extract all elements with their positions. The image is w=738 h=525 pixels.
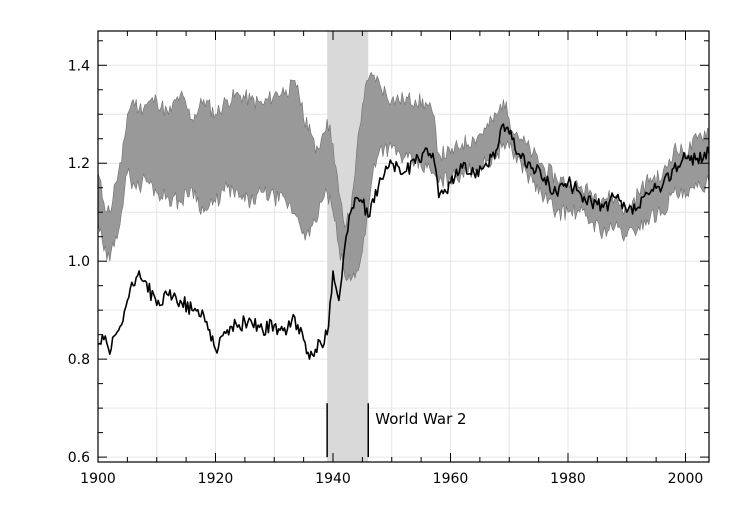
x-tick-label: 2000 — [668, 471, 704, 487]
plot-frame — [97, 30, 710, 463]
y-tick-label: 0.6 — [68, 450, 90, 466]
x-tick-label: 1980 — [550, 471, 586, 487]
y-tick-label: 1.2 — [68, 156, 90, 172]
annotation-layer: World War 2 — [326, 403, 467, 458]
axes: 1900 1920 1940 1960 1980 2000 0.6 0.8 1.0 1.2 1.4 — [68, 31, 709, 487]
x-tick-label: 1940 — [315, 471, 351, 487]
y-tick-label: 1.0 — [68, 254, 90, 270]
span-label: World War 2 — [375, 410, 466, 428]
uncertainty-band-layer — [97, 71, 710, 282]
x-tick-label: 1920 — [198, 471, 234, 487]
series-line-layer — [97, 123, 710, 360]
y-tick-label: 1.4 — [68, 58, 90, 74]
grid — [97, 31, 709, 462]
x-tick-label: 1900 — [80, 471, 116, 487]
x-tick-label: 1960 — [433, 471, 469, 487]
uncertainty-band — [97, 71, 710, 282]
series-line — [97, 123, 710, 360]
y-tick-label: 0.8 — [68, 352, 90, 368]
